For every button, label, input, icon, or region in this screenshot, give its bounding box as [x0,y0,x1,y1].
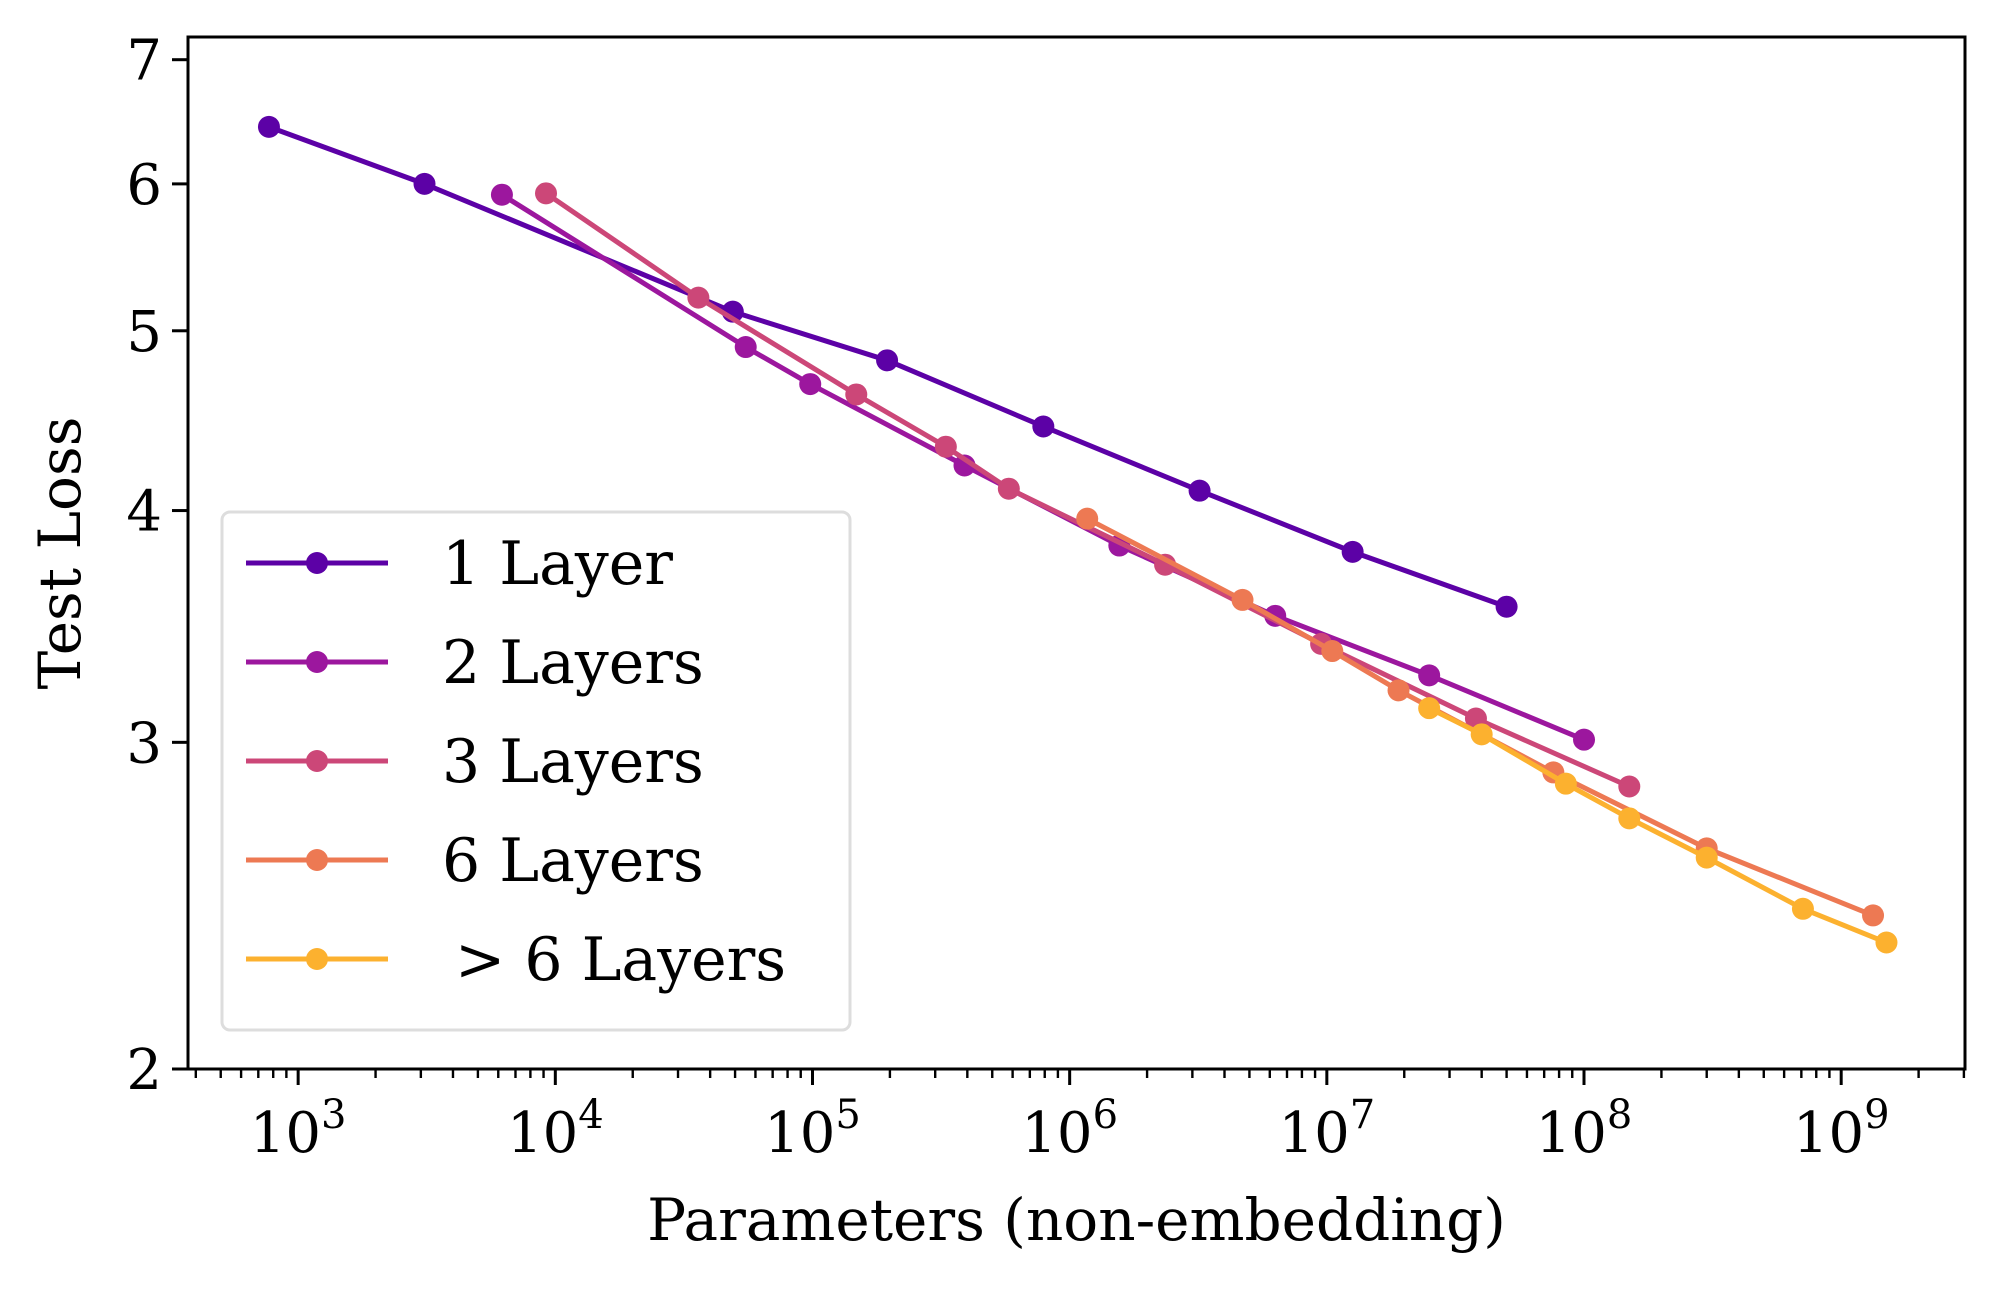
data-point [1495,595,1518,618]
data-point [1862,904,1885,927]
series-3 [535,182,1641,798]
x-tick-label: 103 [250,1092,347,1166]
y-tick-label: 2 [126,1038,162,1103]
data-point [876,349,899,372]
y-tick-label: 5 [126,300,162,365]
legend-marker [306,849,328,871]
data-point [1321,640,1344,663]
data-point [1573,728,1596,751]
data-point [1791,897,1814,920]
data-point [934,435,957,458]
legend-item: > 6 Layers [246,925,786,995]
data-point [1341,540,1364,563]
y-tick-label: 7 [126,29,162,94]
data-point [997,477,1020,500]
data-point [490,183,513,206]
legend-label: 6 Layers [442,826,704,896]
data-point [1231,588,1254,611]
data-point [1618,775,1641,798]
legend-marker [306,651,328,673]
data-point [1554,772,1577,795]
data-point [1470,723,1493,746]
legend-label: 1 Layer [442,529,673,599]
y-tick-label: 3 [126,711,162,776]
data-point [1695,846,1718,869]
legend-item: 6 Layers [246,826,704,896]
axes-frame [186,35,1967,1071]
data-point [845,383,868,406]
x-tick-label: 104 [507,1092,604,1166]
y-axis-ticks: 2 3 4 5 6 7 [126,29,188,1103]
data-point [1076,507,1099,530]
y-axis-label: Test Loss [26,417,94,690]
x-tick-label: 106 [1021,1092,1118,1166]
x-tick-label: 109 [1793,1092,1890,1166]
data-point [687,286,710,309]
legend-item: 3 Layers [246,727,704,797]
data-point [799,373,822,396]
series-5 [1418,697,1898,954]
data-point [1032,415,1055,438]
data-point [1387,679,1410,702]
series-layer [257,115,1898,954]
x-tick-label: 107 [1278,1092,1375,1166]
data-point [535,182,558,205]
legend-item: 2 Layers [246,628,704,698]
data-point [1418,697,1441,720]
x-axis-label: Parameters (non-embedding) [647,1186,1506,1254]
data-point [1418,664,1441,687]
legend-marker [306,750,328,772]
data-point [734,336,757,359]
legend-marker [306,552,328,574]
data-point [1875,931,1898,954]
x-axis-ticks: 103 104 105 106 107 108 109 [194,1069,1966,1166]
series-line [268,124,1508,610]
legend-item: 1 Layer [246,529,673,599]
data-point [413,172,436,195]
x-tick-label: 105 [764,1092,861,1166]
y-tick-label: 6 [126,153,162,218]
series-1 [257,115,1518,618]
legend-marker [306,948,328,970]
legend: 1 Layer 2 Layers 3 Layers 6 Layers > 6 Layer… [220,510,852,1032]
legend-box [220,510,852,1032]
data-point [1188,479,1211,502]
y-tick-label: 4 [126,480,162,545]
data-point [1618,807,1641,830]
legend-label: > 6 Layers [455,925,786,995]
legend-label: 2 Layers [442,628,704,698]
data-point [257,115,280,138]
legend-label: 3 Layers [442,727,704,797]
x-tick-label: 108 [1536,1092,1633,1166]
